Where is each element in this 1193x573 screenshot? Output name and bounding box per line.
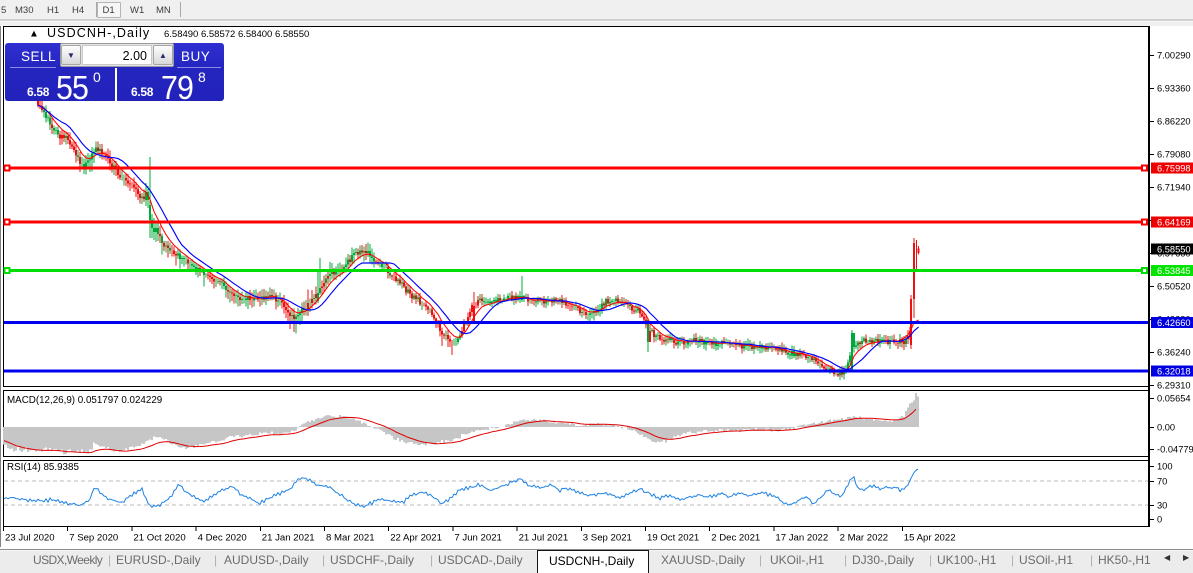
svg-text:19 Oct 2021: 19 Oct 2021 [647, 533, 699, 544]
svg-text:▲: ▲ [29, 29, 39, 40]
svg-text:17 Jan 2022: 17 Jan 2022 [775, 533, 828, 544]
svg-text:0.00: 0.00 [1157, 423, 1175, 433]
svg-text:0: 0 [1157, 515, 1162, 525]
svg-text:21 Jan 2021: 21 Jan 2021 [262, 533, 315, 544]
svg-text:6.53845: 6.53845 [1157, 266, 1191, 276]
svg-text:6.58550: 6.58550 [1157, 245, 1191, 255]
svg-text:2 Dec 2021: 2 Dec 2021 [711, 533, 760, 544]
svg-text:6.36240: 6.36240 [1157, 348, 1191, 358]
svg-text:MACD(12,26,9) 0.051797 0.02422: MACD(12,26,9) 0.051797 0.024229 [7, 395, 162, 406]
svg-text:30: 30 [1157, 501, 1167, 511]
svg-text:23 Jul 2020: 23 Jul 2020 [5, 533, 55, 544]
svg-text:21 Jul 2021: 21 Jul 2021 [519, 533, 569, 544]
svg-text:0.05654: 0.05654 [1157, 394, 1191, 404]
svg-text:21 Oct 2020: 21 Oct 2020 [133, 533, 185, 544]
svg-text:100: 100 [1157, 462, 1173, 472]
svg-text:USDCNH-,Daily: USDCNH-,Daily [47, 26, 150, 40]
svg-text:6.75998: 6.75998 [1157, 164, 1191, 174]
svg-text:6.58490 6.58572 6.58400 6.5855: 6.58490 6.58572 6.58400 6.58550 [164, 29, 309, 40]
svg-text:6.32018: 6.32018 [1157, 367, 1191, 377]
svg-text:6.29310: 6.29310 [1157, 381, 1191, 391]
svg-text:6.86220: 6.86220 [1157, 117, 1191, 127]
svg-text:7 Jun 2021: 7 Jun 2021 [454, 533, 501, 544]
svg-text:2 Mar 2022: 2 Mar 2022 [840, 533, 889, 544]
svg-text:7.00290: 7.00290 [1157, 51, 1191, 61]
svg-text:6.64169: 6.64169 [1157, 218, 1191, 228]
svg-text:6.42660: 6.42660 [1157, 318, 1191, 328]
svg-text:6.79080: 6.79080 [1157, 150, 1191, 160]
svg-text:8 Mar 2021: 8 Mar 2021 [326, 533, 375, 544]
svg-text:-0.047793: -0.047793 [1157, 445, 1193, 455]
svg-text:4 Dec 2020: 4 Dec 2020 [198, 533, 247, 544]
svg-text:3 Sep 2021: 3 Sep 2021 [583, 533, 632, 544]
svg-text:6.71940: 6.71940 [1157, 183, 1191, 193]
svg-text:15 Apr 2022: 15 Apr 2022 [904, 533, 956, 544]
svg-text:6.50520: 6.50520 [1157, 282, 1191, 292]
svg-text:70: 70 [1157, 477, 1167, 487]
svg-text:22 Apr 2021: 22 Apr 2021 [390, 533, 442, 544]
svg-text:6.93360: 6.93360 [1157, 84, 1191, 94]
svg-text:RSI(14) 85.9385: RSI(14) 85.9385 [7, 462, 79, 473]
svg-text:7 Sep 2020: 7 Sep 2020 [69, 533, 118, 544]
